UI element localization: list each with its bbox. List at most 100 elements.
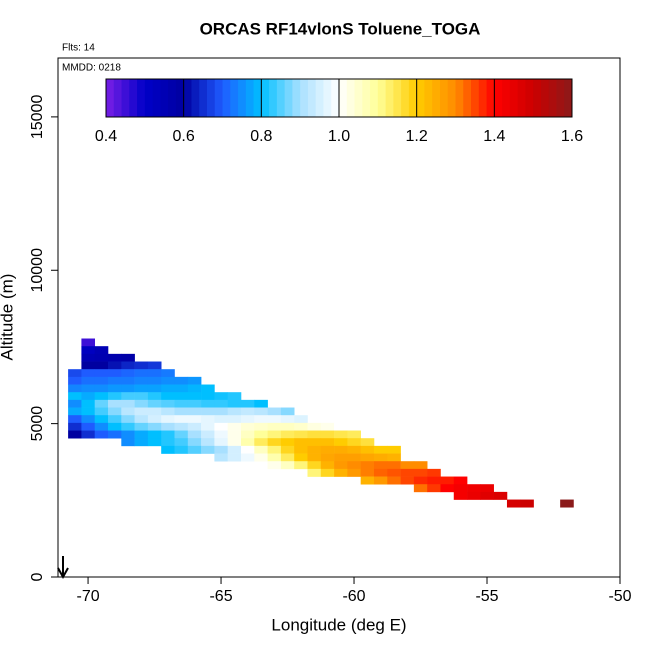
cell [360, 438, 375, 447]
cell [147, 415, 162, 424]
cell [94, 346, 109, 355]
cell [360, 476, 375, 485]
cell [254, 422, 268, 431]
colorbar-swatch [222, 79, 231, 117]
cell [427, 476, 441, 485]
cell [387, 461, 401, 470]
cell [413, 461, 428, 470]
cell [121, 399, 135, 408]
cell [493, 491, 508, 500]
cell [254, 399, 268, 408]
cell [334, 445, 348, 454]
cell [480, 484, 494, 493]
cell [373, 453, 388, 462]
cell [347, 438, 361, 447]
cell [187, 407, 202, 416]
cell [94, 369, 109, 378]
cell [174, 415, 189, 424]
cell [108, 392, 122, 401]
cell [267, 407, 282, 416]
cell [440, 484, 455, 493]
cell [294, 445, 308, 454]
cell [81, 392, 96, 401]
cell [121, 361, 135, 370]
cell [307, 430, 322, 439]
colorbar-swatch [556, 79, 565, 117]
x-tick-label: -50 [608, 588, 631, 605]
colorbar-swatch [175, 79, 185, 117]
colorbar-swatch [362, 79, 371, 117]
colorbar-swatch [408, 79, 418, 117]
colorbar-swatch [385, 79, 394, 117]
cell [360, 453, 375, 462]
cell [147, 392, 162, 401]
cell [214, 430, 228, 439]
cell [201, 407, 215, 416]
cell [334, 461, 348, 470]
cell [413, 484, 428, 493]
cell [294, 430, 308, 439]
cell [187, 392, 202, 401]
cell [68, 376, 82, 385]
cell [161, 438, 175, 447]
cell [280, 407, 295, 416]
cell [187, 384, 202, 393]
cell [280, 415, 295, 424]
cell [174, 399, 189, 408]
cell [373, 468, 388, 477]
colorbar-swatch [331, 79, 340, 117]
cell [254, 438, 268, 447]
cell [94, 430, 109, 439]
cell [134, 361, 149, 370]
x-tick-label: -65 [209, 588, 232, 605]
cell [201, 415, 215, 424]
colorbar-swatch [168, 79, 177, 117]
colorbar-swatch [284, 79, 293, 117]
cell [280, 445, 295, 454]
cell [161, 369, 175, 378]
cell [121, 392, 135, 401]
colorbar-swatch [129, 79, 138, 117]
cell [134, 415, 149, 424]
cell [161, 415, 175, 424]
colorbar-swatch [432, 79, 441, 117]
plot-frame [57, 57, 621, 578]
cell [400, 468, 415, 477]
x-tick-label: -60 [342, 588, 365, 605]
cell [174, 384, 189, 393]
cell [68, 399, 82, 408]
cell [201, 399, 215, 408]
colorbar-swatch [463, 79, 472, 117]
cell [108, 399, 122, 408]
cell [267, 438, 282, 447]
cell [147, 369, 162, 378]
chart-title: ORCAS RF14vlonS Toluene_TOGA [200, 19, 481, 38]
cell [68, 392, 82, 401]
cell [240, 399, 255, 408]
colorbar-swatch [113, 79, 123, 117]
colorbar-swatch [269, 79, 278, 117]
colorbar-swatch [377, 79, 387, 117]
cell [121, 369, 135, 378]
cell [214, 438, 228, 447]
cell [453, 491, 468, 500]
colorbar-swatch [253, 79, 262, 117]
cell [81, 361, 96, 370]
cell [94, 376, 109, 385]
cell [347, 430, 361, 439]
cell [147, 399, 162, 408]
colorbar-swatch [300, 79, 309, 117]
cell [347, 468, 361, 477]
cell [427, 484, 441, 493]
cell [68, 369, 82, 378]
cell [81, 430, 96, 439]
cell [453, 484, 468, 493]
cell [108, 384, 122, 393]
cell [187, 445, 202, 454]
cell [94, 353, 109, 362]
cell [413, 476, 428, 485]
colorbar-swatch [564, 79, 573, 117]
colorbar-swatch [540, 79, 550, 117]
cell [267, 415, 282, 424]
